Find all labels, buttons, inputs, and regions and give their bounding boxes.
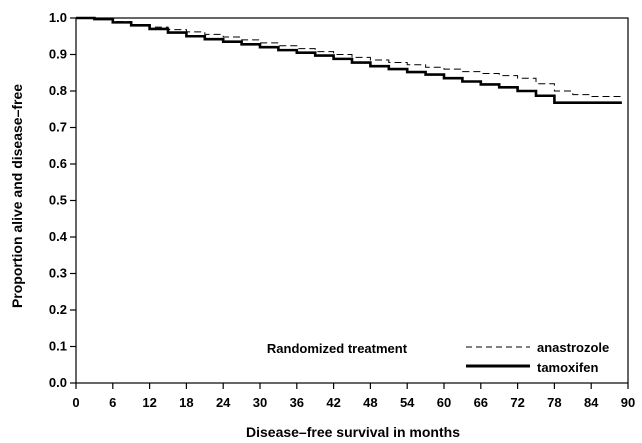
x-tick-label: 90	[621, 395, 635, 410]
x-tick-label: 18	[179, 395, 193, 410]
plot-border	[75, 17, 629, 384]
x-tick-label: 42	[326, 395, 340, 410]
x-tick-label: 72	[510, 395, 524, 410]
y-tick-label: 0.8	[49, 83, 67, 98]
x-tick-label: 24	[216, 395, 231, 410]
y-tick-label: 1.0	[49, 10, 67, 25]
x-tick-label: 78	[547, 395, 561, 410]
legend: Randomized treatment anastrozole tamoxif…	[267, 340, 609, 375]
y-tick-label: 0.0	[49, 375, 67, 390]
x-tick-label: 60	[437, 395, 451, 410]
x-tick-label: 66	[474, 395, 488, 410]
legend-label-anastrozole: anastrozole	[537, 340, 609, 355]
x-tick-label: 54	[400, 395, 415, 410]
legend-title: Randomized treatment	[267, 341, 408, 356]
x-axis-label: Disease–free survival in months	[246, 424, 460, 440]
y-tick-label: 0.7	[49, 120, 67, 135]
y-axis: 0.0 0.1 0.2 0.3 0.4 0.5 0.6 0.7 0.8 0.9 1.0	[49, 10, 76, 390]
legend-label-tamoxifen: tamoxifen	[537, 360, 598, 375]
plot-area	[75, 17, 629, 384]
y-tick-label: 0.1	[49, 339, 67, 354]
y-tick-label: 0.5	[49, 193, 67, 208]
y-tick-label: 0.3	[49, 266, 67, 281]
x-tick-label: 6	[109, 395, 116, 410]
x-tick-label: 30	[253, 395, 267, 410]
series-line-tamoxifen	[76, 16, 622, 104]
y-axis-label: Proportion alive and disease–free	[9, 84, 25, 308]
x-tick-label: 12	[142, 395, 156, 410]
x-tick-label: 84	[584, 395, 599, 410]
y-tick-label: 0.9	[49, 47, 67, 62]
x-tick-label: 36	[290, 395, 304, 410]
y-tick-label: 0.4	[49, 229, 68, 244]
x-tick-label: 0	[72, 395, 79, 410]
x-axis: 0 6 12 18 24 30 36 42 48 54 60 66 72 78 84 90	[72, 383, 635, 410]
x-tick-label: 48	[363, 395, 377, 410]
series-lines	[76, 16, 622, 104]
y-tick-label: 0.6	[49, 156, 67, 171]
y-tick-label: 0.2	[49, 302, 67, 317]
